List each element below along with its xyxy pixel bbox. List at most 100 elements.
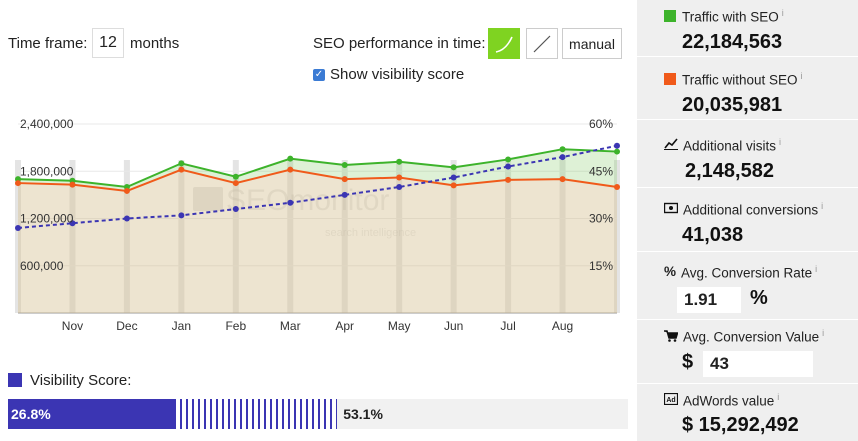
month-band xyxy=(341,160,348,313)
baseline-area xyxy=(18,169,617,313)
watermark-logo-icon xyxy=(193,187,223,211)
visibility-title: Visibility Score: xyxy=(30,372,132,389)
traffic-with-seo-value: 22,184,563 xyxy=(682,31,783,53)
avg-conversion-rate-block: % Avg. Conversion Rate i 1.91 % xyxy=(637,258,858,320)
visibility-score-point xyxy=(559,154,566,161)
traffic-without-seo-point xyxy=(505,176,512,183)
avg-conversion-value-block: Avg. Conversion Value i $ 43 xyxy=(637,322,858,384)
visibility-score-line xyxy=(17,144,618,229)
x-tick-label: Feb xyxy=(225,319,246,333)
traffic-with-seo-line xyxy=(17,148,618,189)
manual-mode-button[interactable]: manual xyxy=(562,28,622,59)
month-band xyxy=(505,160,512,313)
conversion-rate-unit: % xyxy=(750,287,768,309)
x-tick-label: Dec xyxy=(116,319,137,333)
avg-conversion-rate-label: Avg. Conversion Rate i xyxy=(681,264,818,281)
x-tick-label: Mar xyxy=(280,319,301,333)
conversion-value-currency: $ xyxy=(682,351,694,373)
conversion-value-input[interactable]: 43 xyxy=(703,351,813,377)
month-band xyxy=(232,160,239,313)
y-tick-label-right: 30% xyxy=(589,212,613,226)
month-band xyxy=(559,160,566,313)
x-axis: Nov Dec Jan Feb Mar Apr May Jun Jul Aug xyxy=(62,319,573,333)
y-tick-label-right: 60% xyxy=(589,117,613,131)
traffic-without-seo-label: Traffic without SEO i xyxy=(682,71,803,88)
additional-visits-label: Additional visits i xyxy=(683,137,782,154)
x-tick-label: Aug xyxy=(552,319,573,333)
summary-panel: Traffic with SEO i 22,184,563 Traffic wit… xyxy=(637,0,858,441)
y-axis-right: 60% 45% 30% 15% xyxy=(589,117,613,273)
traffic-without-seo-point xyxy=(450,182,457,189)
info-icon[interactable]: i xyxy=(800,71,803,81)
traffic-without-seo-swatch xyxy=(664,73,676,85)
x-tick-label: May xyxy=(388,319,411,333)
traffic-with-seo-swatch xyxy=(664,10,676,22)
shopping-cart-icon xyxy=(664,330,678,342)
traffic-without-seo-point xyxy=(15,180,21,187)
visibility-score-point xyxy=(232,206,239,213)
month-band xyxy=(450,160,457,313)
adwords-value-label: AdWords value i xyxy=(683,392,780,409)
curve-mode-button[interactable] xyxy=(488,28,520,59)
info-icon[interactable]: i xyxy=(779,137,782,147)
traffic-without-seo-block: Traffic without SEO i 20,035,981 xyxy=(637,63,858,120)
additional-conversions-block: Additional conversions i 41,038 xyxy=(637,195,858,252)
traffic-without-seo-value: 20,035,981 xyxy=(682,94,783,116)
traffic-with-seo-point xyxy=(178,160,185,167)
traffic-with-seo-point xyxy=(396,158,403,165)
traffic-with-seo-label: Traffic with SEO i xyxy=(682,8,784,25)
additional-visits-block: Additional visits i 2,148,582 xyxy=(637,131,858,188)
money-icon xyxy=(664,202,678,214)
visibility-score-point xyxy=(69,220,76,227)
visibility-target-bar xyxy=(174,399,338,429)
additional-visits-value: 2,148,582 xyxy=(685,160,774,182)
traffic-without-seo-point xyxy=(69,181,76,188)
month-band xyxy=(614,160,620,313)
traffic-without-seo-point xyxy=(614,184,620,190)
traffic-with-seo-point xyxy=(341,161,348,168)
visibility-score-point xyxy=(341,191,348,198)
x-tick-label: Nov xyxy=(62,319,83,333)
traffic-with-seo-point xyxy=(614,148,620,155)
traffic-with-seo-block: Traffic with SEO i 22,184,563 xyxy=(637,0,858,57)
info-icon[interactable]: i xyxy=(781,8,784,18)
traffic-without-seo-point xyxy=(232,180,239,187)
info-icon[interactable]: i xyxy=(777,392,780,402)
x-tick-label: Apr xyxy=(335,319,354,333)
month-band xyxy=(178,160,185,313)
info-icon[interactable]: i xyxy=(815,264,818,274)
month-band xyxy=(396,160,403,313)
seo-gain-area xyxy=(18,149,617,191)
trend-chart-icon xyxy=(664,138,678,150)
info-icon[interactable]: i xyxy=(822,328,825,338)
visibility-target-label: 53.1% xyxy=(343,406,383,422)
linear-mode-button[interactable] xyxy=(526,28,558,59)
conversion-rate-input[interactable]: 1.91 xyxy=(677,287,741,313)
watermark-tagline: search intelligence xyxy=(325,227,416,239)
watermark-text: SEOmonitor xyxy=(226,184,389,217)
y-tick-label-left: 600,000 xyxy=(20,259,64,273)
watermark: SEOmonitor search intelligence xyxy=(193,184,416,239)
additional-conversions-label: Additional conversions i xyxy=(683,201,824,218)
y-tick-label-left: 1,200,000 xyxy=(20,212,74,226)
show-visibility-checkbox[interactable]: ✓ xyxy=(313,69,325,81)
month-band xyxy=(287,160,294,313)
avg-conversion-value-label: Avg. Conversion Value i xyxy=(683,328,825,345)
x-tick-label: Jul xyxy=(500,319,515,333)
month-band xyxy=(69,160,76,313)
y-tick-label-left: 2,400,000 xyxy=(20,117,74,131)
traffic-without-seo-line xyxy=(17,168,618,192)
curve-icon xyxy=(495,36,513,53)
visibility-score-point xyxy=(15,224,21,231)
traffic-without-seo-point xyxy=(123,187,130,194)
additional-conversions-value: 41,038 xyxy=(682,224,744,246)
visibility-score-point xyxy=(396,184,403,190)
y-tick-label-right: 45% xyxy=(589,164,613,178)
info-icon[interactable]: i xyxy=(821,201,824,211)
seo-performance-label: SEO performance in time: xyxy=(313,35,486,52)
show-visibility-label[interactable]: Show visibility score xyxy=(330,66,465,83)
y-tick-label-right: 15% xyxy=(589,259,613,273)
month-bands xyxy=(15,160,620,313)
visibility-score-point xyxy=(614,142,620,149)
timeframe-input[interactable]: 12 xyxy=(92,28,124,58)
